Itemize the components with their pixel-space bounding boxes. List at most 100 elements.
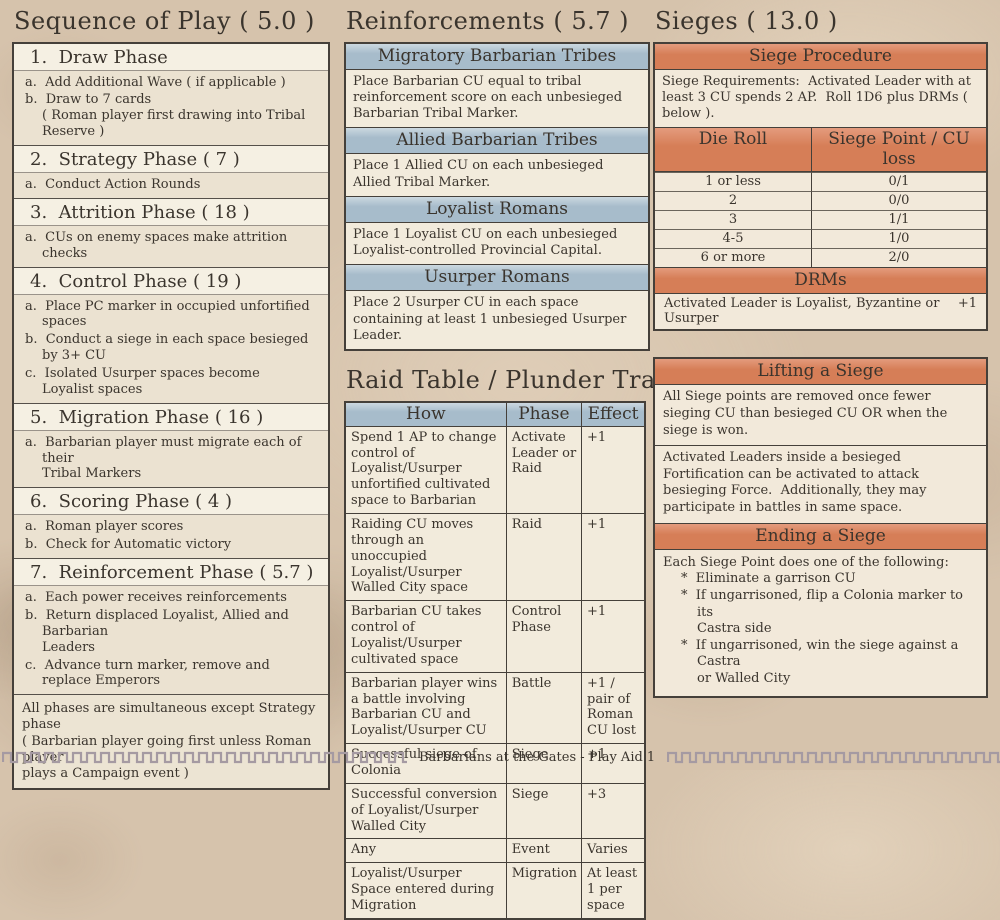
raid-how: Raiding CU moves through an unoccupied L…: [344, 512, 507, 602]
phase-migration: 5. Migration Phase ( 16 ) a. Barbarian p…: [14, 402, 328, 488]
raid-phase: Battle: [505, 671, 583, 745]
phase-header: 6. Scoring Phase ( 4 ): [14, 487, 328, 516]
phase-header: 3. Attrition Phase ( 18 ): [14, 197, 328, 226]
phase-item: b. Return displaced Loyalist, Allied and…: [25, 607, 289, 655]
die-roll-value: 1 or less: [655, 172, 812, 192]
reinforcements-title: Reinforcements ( 5.7 ): [346, 7, 630, 35]
raid-phase: Raid: [505, 512, 583, 602]
phase-control: 4. Control Phase ( 19 ) a. Place PC mark…: [14, 266, 328, 403]
middle-column: Reinforcements ( 5.7 ) Migratory Barbari…: [344, 6, 785, 920]
phase-item: a. Roman player scores: [25, 519, 184, 535]
raid-how: Spend 1 AP to change control of Loyalist…: [344, 425, 507, 514]
table-row: Barbarian player wins a battle involving…: [344, 671, 646, 745]
lifting-paragraph-2: Activated Leaders inside a besieged Fort…: [655, 445, 986, 523]
phase-header: 4. Control Phase ( 19 ): [14, 266, 328, 295]
phase-scoring: 6. Scoring Phase ( 4 ) a. Roman player s…: [14, 487, 328, 558]
sieges-title: Sieges ( 13.0 ): [655, 7, 838, 35]
phase-item: a. Place PC marker in occupied unfortifi…: [25, 298, 310, 330]
sequence-of-play-column: Sequence of Play ( 5.0 ) 1. Draw Phase a…: [12, 6, 330, 791]
table-row: Barbarian CU takes control of Loyalist/U…: [344, 600, 646, 673]
ending-siege-body: Each Siege Point does one of the followi…: [655, 550, 986, 696]
raid-phase: Migration: [505, 862, 583, 920]
siege-result-value: 1/1: [812, 210, 986, 229]
drm-text: Activated Leader is Loyalist, Byzantine …: [664, 296, 940, 327]
siege-requirements: Siege Requirements: Activated Leader wit…: [662, 73, 972, 122]
meander-pattern-right: [667, 751, 1000, 764]
meander-pattern-left: [2, 751, 407, 764]
die-roll-value: 6 or more: [655, 248, 812, 268]
raid-how: Loyalist/Usurper Space entered during Mi…: [344, 862, 507, 920]
phase-header: 5. Migration Phase ( 16 ): [14, 402, 328, 431]
raid-effect: +3: [581, 782, 646, 840]
siege-result-value: 2/0: [812, 248, 986, 267]
die-roll-value: 4-5: [655, 229, 812, 249]
raid-col-how: How: [344, 401, 507, 427]
sequence-note: All phases are simultaneous except Strat…: [14, 694, 328, 789]
drm-row: Activated Leader is Loyalist, Byzantine …: [655, 294, 986, 329]
phase-item: a. Conduct Action Rounds: [25, 177, 201, 193]
raid-effect: Varies: [581, 838, 646, 864]
lifting-paragraph-1: All Siege points are removed once fewer …: [663, 389, 948, 438]
table-row: Spend 1 AP to change control of Loyalist…: [344, 425, 646, 514]
raid-header-row: How Phase Effect: [344, 401, 646, 427]
reinforcement-section-body: Place 2 Usurper CU in each space contain…: [353, 295, 627, 343]
raid-effect: +1: [581, 512, 646, 602]
lifting-siege-header: Lifting a Siege: [655, 359, 986, 386]
raid-effect: +1 / pair of Roman CU lost: [581, 671, 646, 745]
raid-how: Successful conversion of Loyalist/Usurpe…: [344, 782, 507, 840]
phase-attrition: 3. Attrition Phase ( 18 ) a. CUs on enem…: [14, 197, 328, 267]
ending-bullet: * Eliminate a garrison CU: [681, 571, 856, 587]
footer: Barbarians at the Gates - Play Aid 1: [0, 747, 1000, 767]
phase-item: b. Check for Automatic victory: [25, 537, 232, 553]
reinforcement-section-header: Allied Barbarian Tribes: [346, 127, 648, 155]
raid-col-phase: Phase: [505, 401, 583, 427]
phase-item: b. Conduct a siege in each space besiege…: [25, 332, 309, 364]
phase-strategy: 2. Strategy Phase ( 7 ) a. Conduct Actio…: [14, 145, 328, 198]
sequence-of-play-table: 1. Draw Phase a. Add Additional Wave ( i…: [12, 41, 330, 791]
drm-value: +1: [957, 296, 977, 312]
phase-item: c. Advance turn marker, remove and repla…: [25, 657, 270, 689]
raid-col-effect: Effect: [581, 401, 646, 427]
phase-item: a. CUs on enemy spaces make attrition ch…: [25, 229, 288, 261]
siege-procedure-header: Siege Procedure: [655, 43, 986, 70]
sieges-column: Sieges ( 13.0 ) Siege Procedure Siege Re…: [653, 6, 988, 698]
raid-phase: Activate Leader or Raid: [505, 425, 583, 514]
phase-item: a. Add Additional Wave ( if applicable ): [25, 74, 286, 90]
raid-effect: +1: [581, 600, 646, 673]
lifting-ending-box: Lifting a Siege All Siege points are rem…: [653, 357, 988, 698]
ending-bullet: * If ungarrisoned, flip a Colonia marker…: [681, 587, 963, 637]
raid-phase: Event: [505, 838, 583, 864]
siege-result-value: 0/0: [812, 191, 986, 210]
raid-effect: +1: [581, 425, 646, 514]
phase-header: 2. Strategy Phase ( 7 ): [14, 145, 328, 174]
siege-result-value: 0/1: [812, 172, 986, 191]
phase-item: b. Draw to 7 cards ( Roman player first …: [25, 92, 306, 140]
raid-phase: Siege: [505, 782, 583, 840]
sequence-of-play-title: Sequence of Play ( 5.0 ): [14, 7, 315, 35]
siege-point-col-header: Siege Point / CU loss: [812, 127, 986, 173]
phase-item: a. Barbarian player must migrate each of…: [25, 434, 302, 482]
siege-procedure-box: Siege Procedure Siege Requirements: Acti…: [653, 41, 988, 332]
phase-draw: 1. Draw Phase a. Add Additional Wave ( i…: [14, 43, 328, 145]
reinforcements-table: Migratory Barbarian Tribes Place Barbari…: [344, 41, 650, 352]
reinforcement-section-body: Place 1 Allied CU on each unbesieged All…: [353, 158, 604, 190]
reinforcement-section-body: Place Barbarian CU equal to tribal reinf…: [353, 73, 623, 122]
raid-how: Barbarian CU takes control of Loyalist/U…: [344, 600, 507, 673]
drms-header: DRMs: [655, 267, 986, 295]
die-roll-value: 3: [655, 210, 812, 230]
phase-header: 7. Reinforcement Phase ( 5.7 ): [14, 558, 328, 587]
raid-table: How Phase Effect Spend 1 AP to change co…: [344, 400, 646, 920]
table-row: Successful conversion of Loyalist/Usurpe…: [344, 782, 646, 840]
die-roll-col-header: Die Roll: [655, 127, 812, 173]
siege-result-value: 1/0: [812, 229, 986, 248]
raid-how: Any: [344, 838, 507, 864]
raid-table-title: Raid Table / Plunder Track ( 14.1 ): [346, 366, 785, 395]
phase-item: a. Each power receives reinforcements: [25, 590, 287, 606]
table-row: Any Event Varies: [344, 838, 646, 864]
raid-effect: At least 1 per space: [581, 862, 646, 920]
footer-title: Barbarians at the Gates - Play Aid 1: [419, 749, 656, 765]
reinforcement-section-header: Loyalist Romans: [346, 195, 648, 223]
ending-intro: Each Siege Point does one of the followi…: [663, 554, 949, 570]
reinforcement-section-body: Place 1 Loyalist CU on each unbesieged L…: [353, 226, 618, 259]
raid-phase: Control Phase: [505, 600, 583, 673]
